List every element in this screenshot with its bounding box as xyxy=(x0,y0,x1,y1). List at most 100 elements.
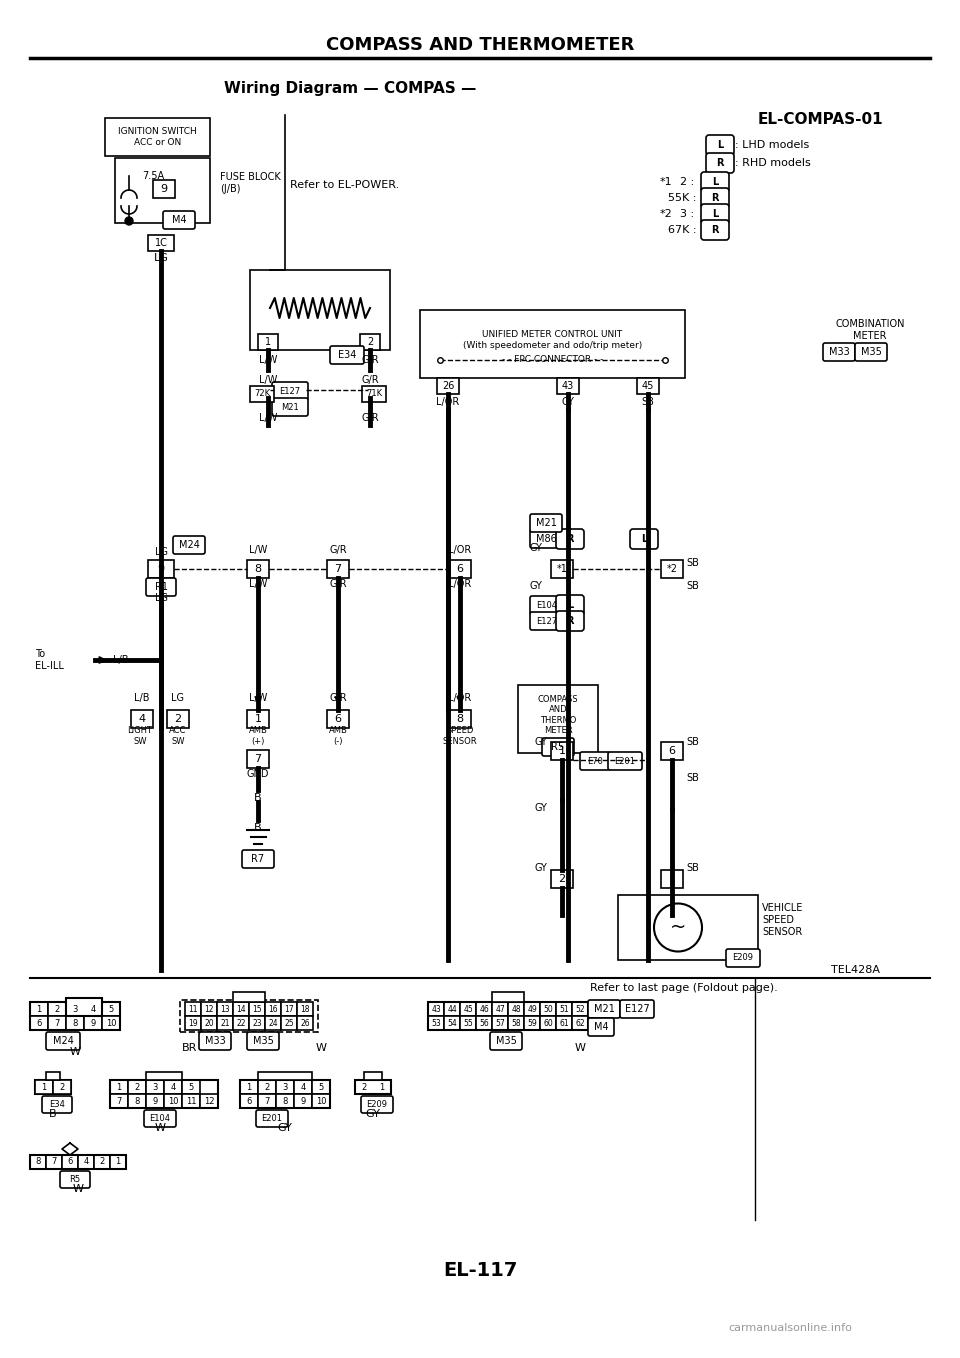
Bar xyxy=(551,741,573,760)
Bar xyxy=(420,310,685,378)
Text: E104: E104 xyxy=(537,600,558,610)
Text: L/W: L/W xyxy=(259,375,277,386)
FancyBboxPatch shape xyxy=(163,210,195,230)
Text: Wiring Diagram — COMPAS —: Wiring Diagram — COMPAS — xyxy=(224,80,476,95)
Bar xyxy=(66,1016,84,1029)
FancyBboxPatch shape xyxy=(580,752,610,770)
Bar xyxy=(240,1095,258,1108)
Text: 19: 19 xyxy=(188,1018,198,1028)
Text: W: W xyxy=(155,1123,165,1133)
Text: 1: 1 xyxy=(116,1082,122,1092)
Text: COMBINATION
METER: COMBINATION METER xyxy=(835,319,904,341)
Text: AMB
(+): AMB (+) xyxy=(249,727,268,746)
FancyBboxPatch shape xyxy=(823,344,855,361)
Text: 44: 44 xyxy=(447,1005,457,1013)
Text: 10: 10 xyxy=(168,1096,179,1105)
Text: 8: 8 xyxy=(282,1096,288,1105)
FancyBboxPatch shape xyxy=(556,595,584,615)
Text: LG: LG xyxy=(172,693,184,703)
Text: LG: LG xyxy=(155,593,167,603)
Text: COMPASS
AND
THERMO
METER: COMPASS AND THERMO METER xyxy=(538,695,578,735)
Text: ~: ~ xyxy=(670,918,686,937)
Bar xyxy=(148,559,174,579)
Text: carmanualsonline.info: carmanualsonline.info xyxy=(728,1323,852,1334)
Text: E209: E209 xyxy=(732,953,754,963)
Text: M33: M33 xyxy=(204,1036,226,1046)
Text: : RHD models: : RHD models xyxy=(735,158,811,168)
FancyBboxPatch shape xyxy=(706,153,734,172)
Bar xyxy=(364,1071,382,1080)
Bar xyxy=(146,1071,182,1080)
Text: W: W xyxy=(575,1043,586,1052)
Text: 8: 8 xyxy=(72,1018,78,1028)
FancyBboxPatch shape xyxy=(242,850,274,868)
FancyBboxPatch shape xyxy=(272,382,308,401)
Text: 48: 48 xyxy=(511,1005,521,1013)
FancyBboxPatch shape xyxy=(620,999,654,1018)
Bar xyxy=(618,895,758,960)
Text: 3: 3 xyxy=(282,1082,288,1092)
Text: *2: *2 xyxy=(660,209,673,219)
Text: 1: 1 xyxy=(41,1082,47,1092)
FancyBboxPatch shape xyxy=(46,1032,80,1050)
Bar xyxy=(492,1016,508,1029)
Text: 3: 3 xyxy=(72,1005,78,1013)
Text: 7: 7 xyxy=(116,1096,122,1105)
Bar xyxy=(476,1002,492,1016)
Bar xyxy=(258,1071,312,1080)
Bar xyxy=(556,1016,572,1029)
Bar xyxy=(327,559,349,579)
Text: 60: 60 xyxy=(543,1018,553,1028)
Text: 4: 4 xyxy=(84,1157,88,1167)
FancyBboxPatch shape xyxy=(530,513,562,532)
Text: L: L xyxy=(712,209,718,219)
Text: 4: 4 xyxy=(300,1082,305,1092)
Text: 2 :: 2 : xyxy=(680,177,694,187)
Text: 1: 1 xyxy=(254,714,261,724)
Bar xyxy=(62,1156,78,1169)
Text: E201: E201 xyxy=(614,756,636,766)
Text: 14: 14 xyxy=(236,1005,246,1013)
Bar xyxy=(102,1016,120,1029)
Text: 2: 2 xyxy=(367,337,373,348)
Text: 7: 7 xyxy=(55,1018,60,1028)
Text: 6: 6 xyxy=(334,714,342,724)
Bar xyxy=(110,1156,126,1169)
Text: 4: 4 xyxy=(90,1005,96,1013)
Bar xyxy=(428,1016,444,1029)
Bar xyxy=(247,750,269,769)
Bar xyxy=(557,378,579,394)
Bar xyxy=(128,1080,146,1095)
Text: GY: GY xyxy=(534,862,547,873)
Text: 54: 54 xyxy=(447,1018,457,1028)
Text: M21: M21 xyxy=(536,517,557,528)
FancyBboxPatch shape xyxy=(556,611,584,631)
Text: L/B: L/B xyxy=(134,693,150,703)
Bar xyxy=(551,559,573,579)
FancyBboxPatch shape xyxy=(588,1018,614,1036)
Text: BR: BR xyxy=(182,1043,198,1052)
Text: - - FPC CONNECTOR - -: - - FPC CONNECTOR - - xyxy=(502,356,603,364)
Text: 11: 11 xyxy=(188,1005,198,1013)
Bar xyxy=(180,999,318,1032)
Text: E127: E127 xyxy=(537,617,558,626)
Text: 1: 1 xyxy=(379,1082,385,1092)
Bar xyxy=(276,1095,294,1108)
Text: SB: SB xyxy=(686,581,699,591)
Bar xyxy=(661,741,683,760)
Text: 9: 9 xyxy=(300,1096,305,1105)
Bar xyxy=(233,991,265,1002)
Text: M86: M86 xyxy=(536,534,557,545)
Text: R: R xyxy=(711,193,719,202)
Text: E104: E104 xyxy=(150,1114,171,1123)
Text: 72K: 72K xyxy=(254,390,270,398)
Text: Refer to last page (Foldout page).: Refer to last page (Foldout page). xyxy=(590,983,778,993)
Text: 6: 6 xyxy=(457,564,464,574)
Text: GY: GY xyxy=(534,803,547,813)
Bar xyxy=(30,1002,120,1029)
Text: 8: 8 xyxy=(134,1096,140,1105)
Bar xyxy=(30,1016,48,1029)
Bar xyxy=(327,710,349,728)
Text: E127: E127 xyxy=(625,1004,649,1014)
Bar xyxy=(200,1095,218,1108)
